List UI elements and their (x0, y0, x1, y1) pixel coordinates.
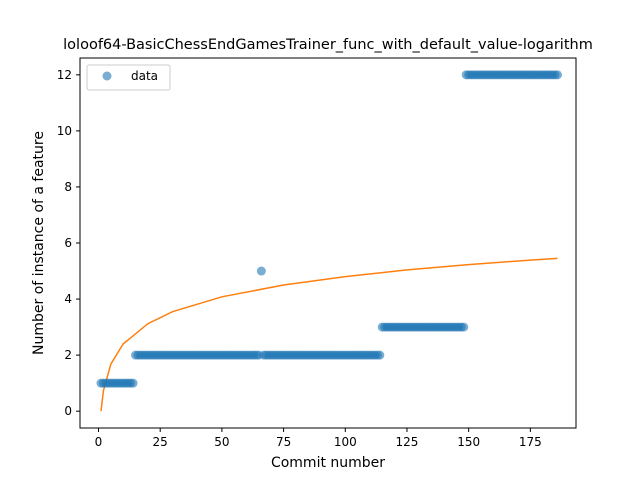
x-tick-label: 25 (153, 435, 168, 449)
x-axis: 0 25 50 75 100 125 150 175 (95, 428, 542, 449)
x-tick-label: 100 (334, 435, 357, 449)
data-point (459, 322, 469, 332)
data-point (375, 350, 385, 360)
data-point (552, 70, 562, 80)
plot-frame (79, 57, 577, 429)
y-tick-label: 10 (57, 124, 72, 138)
x-tick-label: 50 (214, 435, 229, 449)
y-tick-label: 2 (64, 348, 72, 362)
y-tick-label: 6 (64, 236, 72, 250)
y-tick-label: 4 (64, 292, 72, 306)
data-series (96, 70, 562, 388)
x-tick-label: 175 (519, 435, 542, 449)
legend-box (86, 64, 171, 91)
x-tick-label: 0 (95, 435, 103, 449)
x-tick-label: 150 (457, 435, 480, 449)
legend: data (86, 64, 171, 91)
y-tick-label: 0 (64, 404, 72, 418)
chart-title: loloof64-BasicChessEndGamesTrainer_func_… (63, 37, 593, 53)
fit-line-series (100, 257, 558, 412)
x-tick-label: 125 (396, 435, 419, 449)
fit-line (100, 257, 558, 412)
data-point (256, 266, 266, 276)
y-axis: 0 2 4 6 8 10 12 (57, 68, 80, 418)
x-axis-label: Commit number (271, 455, 385, 471)
legend-marker (102, 71, 112, 81)
y-tick-label: 8 (64, 180, 72, 194)
legend-entry-data: data (131, 69, 158, 83)
data-point (128, 378, 138, 388)
x-tick-label: 75 (276, 435, 291, 449)
y-tick-label: 12 (57, 68, 72, 82)
y-axis-label: Number of instance of a feature (31, 131, 47, 355)
